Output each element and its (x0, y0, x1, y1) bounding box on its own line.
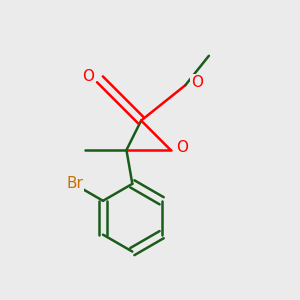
Text: O: O (82, 69, 94, 84)
Text: Br: Br (66, 176, 83, 190)
Text: O: O (176, 140, 188, 154)
Text: O: O (191, 75, 203, 90)
